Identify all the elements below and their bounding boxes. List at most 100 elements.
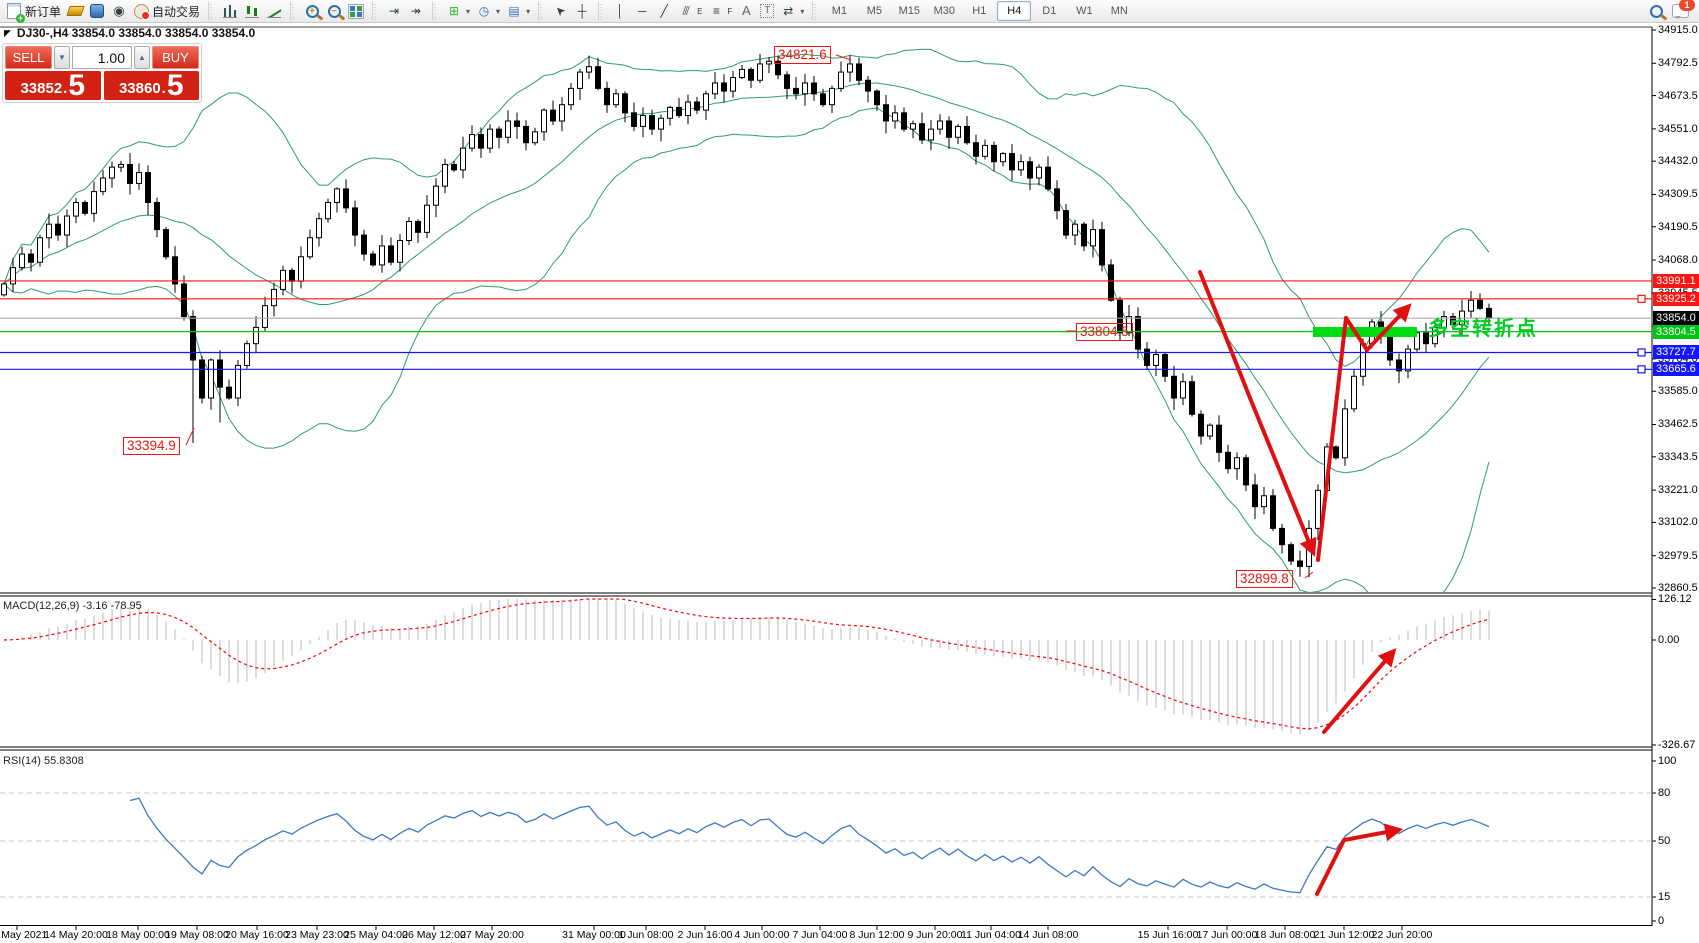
collapse-marker-icon: ◤ xyxy=(4,27,11,38)
y-axis-tick: 34792.5 xyxy=(1658,57,1698,70)
drawn-arrow[interactable] xyxy=(1344,316,1369,352)
y-axis-tick: 34190.5 xyxy=(1658,220,1698,233)
chart-shift-button[interactable]: ↠ xyxy=(405,1,427,21)
macd-arrows xyxy=(1322,648,1397,734)
volume-increase-button[interactable]: ▲ xyxy=(134,46,150,69)
time-axis-label: 15 Jun 16:00 xyxy=(1137,929,1199,941)
top-toolbar: 新订单 ◉ 自动交易 + − ⇥ ↠ ⊞▾ xyxy=(0,0,1699,23)
crosshair-button[interactable]: ┼ xyxy=(571,1,593,21)
bar-chart-icon xyxy=(222,3,238,19)
axis-price-tag: 33925.2 xyxy=(1653,291,1699,306)
price-callout-32899.8[interactable]: 32899.8 xyxy=(1236,570,1293,588)
trendline-tool[interactable]: ╱ xyxy=(653,1,675,21)
timeframe-M15[interactable]: M15 xyxy=(898,5,921,17)
chat-icon[interactable]: 1 xyxy=(1672,0,1695,19)
rsi-axis-tick: 50 xyxy=(1658,835,1671,847)
turning-point-highlight[interactable] xyxy=(1313,327,1417,337)
drawn-arrow[interactable] xyxy=(1315,823,1404,896)
bar-chart-button[interactable] xyxy=(219,1,241,21)
time-axis-label: 19 May 08:00 xyxy=(165,929,229,941)
y-axis-tick: 34432.0 xyxy=(1658,155,1698,168)
drawn-arrow[interactable] xyxy=(1322,648,1397,734)
signal-icon: ◉ xyxy=(113,3,125,18)
dropdown-caret-icon: ▾ xyxy=(526,6,531,16)
drawn-arrow[interactable] xyxy=(1316,316,1348,562)
price-callout-33394.9[interactable]: 33394.9 xyxy=(123,437,180,455)
zoom-in-button[interactable]: + xyxy=(301,1,323,21)
time-axis-label: 4 Jun 00:00 xyxy=(734,929,790,941)
new-order-button[interactable]: 新订单 xyxy=(3,1,64,23)
fibonacci-tool[interactable]: ≡ F xyxy=(705,1,735,21)
account-button[interactable] xyxy=(86,1,108,21)
channel-icon: ⫻ xyxy=(682,4,690,18)
toolbar-separator xyxy=(290,2,297,20)
drawn-arrow[interactable] xyxy=(1198,270,1317,557)
toolbar-separator xyxy=(372,2,379,20)
search-icon[interactable] xyxy=(1648,3,1664,19)
text-label-icon: T xyxy=(760,4,775,18)
zoom-out-button[interactable]: − xyxy=(323,1,345,21)
label-connector xyxy=(835,54,852,61)
time-axis-label: 14 Jun 08:00 xyxy=(1017,929,1079,941)
timeframe-M5[interactable]: M5 xyxy=(866,5,882,17)
time-axis-label: 18 May 00:00 xyxy=(106,929,170,941)
price-callout-34821.6[interactable]: 34821.6 xyxy=(774,46,831,64)
vertical-line-tool[interactable]: │ xyxy=(609,1,631,21)
buy-price[interactable]: 33860. 5 xyxy=(103,71,199,101)
volume-field[interactable]: 1.00 xyxy=(72,46,132,69)
y-axis-tick: 34068.0 xyxy=(1658,254,1698,267)
timeframe-toolbar: M1 M5 M15 M30 H1 H4 D1 W1 MN xyxy=(822,1,1136,21)
deposit-button[interactable] xyxy=(64,1,86,21)
chart-profile-button[interactable]: ▤ ▾ xyxy=(503,1,533,21)
candles xyxy=(1,53,1492,578)
auto-scroll-button[interactable]: ⇥ xyxy=(383,1,405,21)
signals-button[interactable]: ◉ xyxy=(108,1,130,21)
text-label-tool[interactable]: T xyxy=(757,1,777,21)
arrows-tool[interactable]: ⇄ ▾ xyxy=(777,1,807,21)
profile-icon xyxy=(89,3,105,19)
price-callout-33804.5[interactable]: 33804.5 xyxy=(1076,323,1133,341)
new-chart-button[interactable]: ⊞ ▾ xyxy=(443,1,473,21)
auto-trading-button[interactable]: 自动交易 xyxy=(130,1,203,21)
line-handle[interactable] xyxy=(1637,365,1646,374)
line-chart-button[interactable] xyxy=(263,1,285,21)
trendline-icon: ╱ xyxy=(660,4,668,18)
new-order-icon xyxy=(6,3,25,23)
timeframe-MN[interactable]: MN xyxy=(1110,5,1128,17)
macd-indicator-label: MACD(12,26,9) -3.16 -78.95 xyxy=(3,600,142,612)
y-axis-tick: 34673.5 xyxy=(1658,89,1698,102)
timeframe-M30[interactable]: M30 xyxy=(933,5,956,17)
macd-axis-tick: -326.67 xyxy=(1658,739,1696,751)
cursor-button[interactable]: ➤ xyxy=(549,1,571,21)
tile-windows-button[interactable] xyxy=(345,1,367,21)
chart-header: ◤ DJ30-,H4 33854.0 33854.0 33854.0 33854… xyxy=(4,26,255,40)
rsi-line xyxy=(129,797,1490,894)
period-button[interactable]: ◷ ▾ xyxy=(473,1,503,21)
channel-tool[interactable]: ⫻ E xyxy=(675,1,705,21)
text-tool[interactable]: A xyxy=(735,1,757,21)
turning-point-note[interactable]: 多空转折点 xyxy=(1428,318,1538,340)
line-handle[interactable] xyxy=(1637,348,1646,357)
sell-price[interactable]: 33852. 5 xyxy=(5,71,101,101)
timeframe-W1[interactable]: W1 xyxy=(1076,5,1093,17)
buy-button[interactable]: BUY xyxy=(152,46,199,69)
timeframe-H1[interactable]: H1 xyxy=(972,5,987,17)
rsi-axis-tick: 0 xyxy=(1658,915,1665,927)
line-handle[interactable] xyxy=(1637,294,1646,303)
volume-decrease-button[interactable]: ▼ xyxy=(54,46,70,69)
toolbar-separator xyxy=(598,2,605,20)
candlestick-chart-button[interactable] xyxy=(241,1,263,21)
timeframe-D1[interactable]: D1 xyxy=(1042,5,1057,17)
timeframe-M1[interactable]: M1 xyxy=(831,5,847,17)
sell-button[interactable]: SELL xyxy=(5,46,52,69)
timeframe-H4[interactable]: H4 xyxy=(997,1,1032,21)
zoom-out-icon: − xyxy=(326,3,342,19)
drawn-arrow[interactable] xyxy=(1365,303,1412,352)
main-chart-panel xyxy=(0,48,1652,592)
main-arrows xyxy=(1198,270,1412,562)
time-axis-label: 27 May 20:00 xyxy=(460,929,524,941)
cursor-icon: ➤ xyxy=(551,2,569,20)
horizontal-line-tool[interactable]: ─ xyxy=(631,1,653,21)
y-axis-tick: 32979.5 xyxy=(1658,549,1698,562)
